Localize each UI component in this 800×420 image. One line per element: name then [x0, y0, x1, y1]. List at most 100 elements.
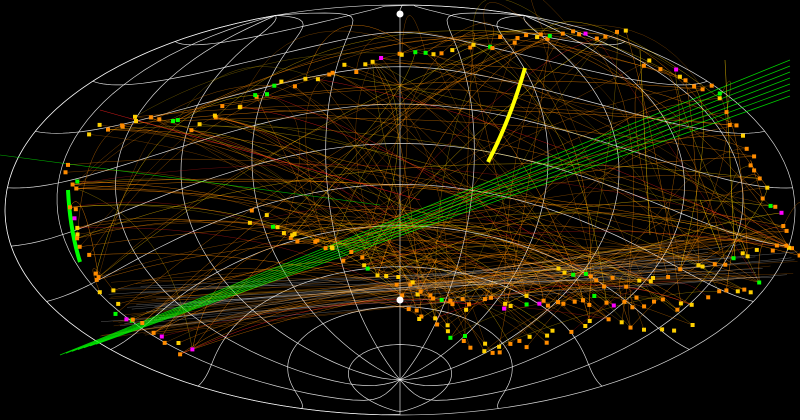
network-node[interactable]: [770, 248, 775, 253]
network-node[interactable]: [683, 78, 688, 83]
network-node[interactable]: [745, 254, 750, 259]
network-node[interactable]: [717, 289, 722, 294]
network-node[interactable]: [419, 314, 424, 319]
network-node[interactable]: [666, 275, 671, 279]
network-node[interactable]: [116, 301, 121, 306]
network-node[interactable]: [113, 311, 118, 316]
network-node[interactable]: [561, 301, 566, 306]
network-node[interactable]: [489, 295, 493, 300]
network-node[interactable]: [583, 324, 588, 328]
network-node[interactable]: [176, 341, 181, 345]
network-node[interactable]: [197, 122, 202, 127]
network-node[interactable]: [397, 51, 402, 56]
network-node[interactable]: [497, 350, 502, 355]
network-node[interactable]: [189, 128, 194, 133]
network-node[interactable]: [562, 270, 567, 275]
network-node[interactable]: [678, 267, 683, 272]
network-node[interactable]: [408, 282, 413, 287]
network-node[interactable]: [178, 352, 183, 357]
network-node[interactable]: [467, 302, 471, 307]
network-node[interactable]: [488, 44, 493, 49]
network-node[interactable]: [675, 307, 680, 312]
network-node[interactable]: [327, 72, 332, 77]
network-node[interactable]: [630, 305, 635, 310]
network-node[interactable]: [406, 307, 411, 312]
network-node[interactable]: [106, 127, 110, 132]
network-node[interactable]: [588, 274, 593, 279]
network-node[interactable]: [709, 83, 714, 88]
network-node[interactable]: [272, 83, 277, 88]
network-node[interactable]: [784, 243, 789, 248]
network-node[interactable]: [571, 272, 576, 277]
network-node[interactable]: [619, 320, 624, 325]
network-node[interactable]: [556, 300, 560, 305]
network-node[interactable]: [134, 119, 138, 123]
network-node[interactable]: [724, 288, 729, 293]
network-node[interactable]: [249, 208, 254, 213]
network-node[interactable]: [717, 96, 722, 101]
network-node[interactable]: [628, 325, 633, 330]
network-node[interactable]: [784, 228, 789, 233]
network-node[interactable]: [535, 35, 540, 40]
network-node[interactable]: [734, 123, 739, 128]
network-node[interactable]: [742, 287, 747, 292]
network-node[interactable]: [379, 56, 384, 60]
network-node[interactable]: [610, 275, 615, 280]
network-node[interactable]: [765, 185, 770, 190]
network-node[interactable]: [133, 114, 137, 119]
network-node[interactable]: [678, 301, 683, 306]
network-node[interactable]: [660, 327, 665, 332]
network-node[interactable]: [75, 232, 80, 237]
network-node[interactable]: [545, 333, 550, 338]
network-node[interactable]: [292, 232, 297, 236]
network-node[interactable]: [587, 302, 592, 307]
network-node[interactable]: [72, 216, 77, 221]
network-node[interactable]: [641, 63, 646, 68]
network-node[interactable]: [674, 67, 679, 72]
network-node[interactable]: [692, 84, 697, 89]
network-node[interactable]: [431, 296, 435, 301]
network-node[interactable]: [768, 203, 773, 208]
network-node[interactable]: [741, 133, 745, 138]
network-node[interactable]: [433, 316, 438, 321]
network-node[interactable]: [748, 163, 753, 168]
network-node[interactable]: [560, 31, 565, 36]
network-node[interactable]: [634, 295, 639, 300]
network-node[interactable]: [360, 255, 365, 260]
network-node[interactable]: [790, 246, 794, 251]
network-node[interactable]: [781, 224, 786, 228]
network-node[interactable]: [490, 350, 495, 355]
network-node[interactable]: [611, 303, 616, 308]
network-node[interactable]: [400, 293, 405, 298]
network-node[interactable]: [706, 295, 711, 300]
network-node[interactable]: [237, 105, 242, 110]
network-node[interactable]: [124, 317, 129, 322]
network-node[interactable]: [571, 29, 576, 34]
network-node[interactable]: [503, 301, 508, 306]
network-node[interactable]: [295, 239, 300, 244]
network-node[interactable]: [577, 32, 582, 37]
network-node[interactable]: [603, 34, 608, 39]
network-node[interactable]: [672, 328, 677, 333]
network-node[interactable]: [275, 225, 280, 230]
network-node[interactable]: [159, 334, 164, 339]
network-node[interactable]: [658, 67, 663, 72]
network-node[interactable]: [623, 28, 628, 33]
network-node[interactable]: [448, 298, 453, 303]
network-node[interactable]: [93, 271, 98, 276]
network-node[interactable]: [545, 36, 550, 41]
network-node[interactable]: [439, 297, 444, 302]
network-node[interactable]: [87, 252, 92, 257]
network-node[interactable]: [77, 244, 82, 249]
network-node[interactable]: [75, 179, 80, 184]
network-node[interactable]: [717, 91, 722, 96]
network-node[interactable]: [547, 33, 552, 38]
network-node[interactable]: [151, 330, 156, 335]
network-node[interactable]: [524, 345, 529, 350]
network-node[interactable]: [323, 246, 328, 251]
network-nodes[interactable]: [63, 28, 800, 357]
network-node[interactable]: [524, 293, 529, 298]
network-node[interactable]: [592, 294, 597, 298]
network-node[interactable]: [212, 113, 217, 118]
network-node[interactable]: [354, 70, 359, 74]
